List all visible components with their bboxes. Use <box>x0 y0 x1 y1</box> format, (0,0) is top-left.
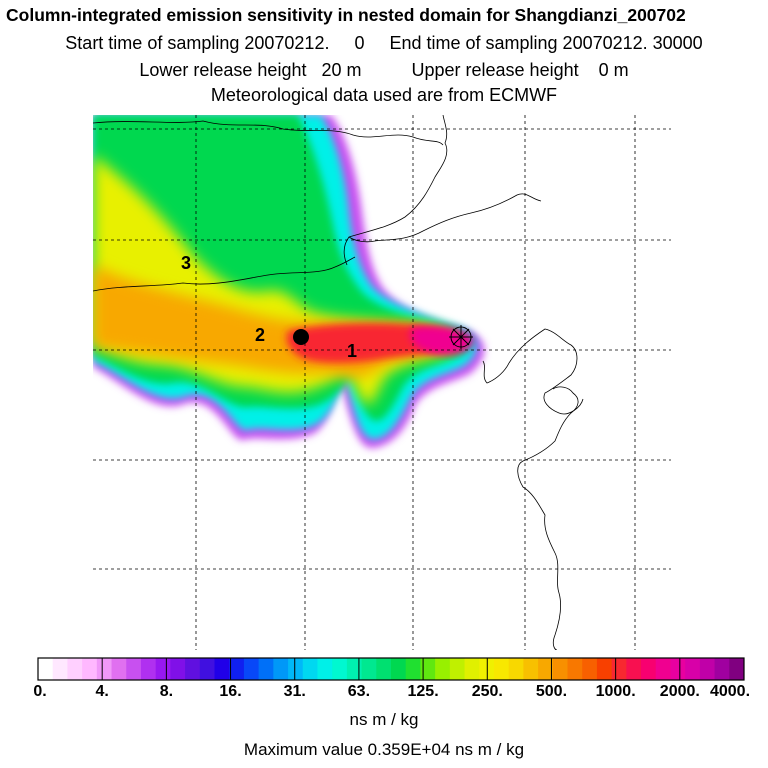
colorbar-unit-label: ns m / kg <box>349 710 419 729</box>
colorbar-swatch <box>288 658 304 680</box>
colorbar-swatch <box>655 658 671 680</box>
colorbar-swatch <box>729 658 745 680</box>
map-markers <box>293 325 473 349</box>
colorbar-swatch <box>508 658 524 680</box>
colorbar-swatch <box>346 658 363 680</box>
colorbar-tick-label: 16. <box>219 683 242 700</box>
map-gridlines <box>93 115 671 650</box>
colorbar-tick-label: 4000. <box>709 683 751 700</box>
colorbar-swatch <box>361 658 377 680</box>
colorbar-swatch <box>582 658 598 680</box>
colorbar-swatch <box>523 658 539 680</box>
release-height-line: Lower release height 20 m Upper release … <box>139 60 629 80</box>
marker-dot <box>293 329 309 345</box>
colorbar-tick-label: 2000. <box>659 683 700 700</box>
plot-title: Column-integrated emission sensitivity i… <box>6 5 686 25</box>
colorbar-swatch <box>258 658 274 680</box>
colorbar <box>37 657 745 681</box>
colorbar-swatch <box>611 658 627 680</box>
colorbar-tick-label: 4. <box>95 683 109 700</box>
colorbar-swatch <box>52 658 68 680</box>
marker-label-2: 2 <box>255 325 266 345</box>
colorbar-tick-label: 125. <box>407 683 439 700</box>
colorbar-swatch <box>714 658 730 680</box>
colorbar-swatch <box>596 658 613 680</box>
colorbar-tick-label: 8. <box>159 683 174 700</box>
sampling-time-line: Start time of sampling 20070212. 0 End t… <box>65 33 703 53</box>
colorbar-swatch <box>155 658 171 680</box>
colorbar-swatch <box>229 658 245 680</box>
map-plot <box>93 115 671 650</box>
colorbar-swatch <box>567 658 583 680</box>
colorbar-swatch <box>449 658 466 680</box>
colorbar-swatch <box>685 658 701 680</box>
colorbar-swatch <box>302 658 318 680</box>
colorbar-swatch <box>82 658 98 680</box>
release-site-marker <box>449 325 473 349</box>
colorbar-swatch <box>170 658 186 680</box>
colorbar-tick-label: 500. <box>535 683 568 700</box>
colorbar-swatch <box>538 658 554 680</box>
colorbar-swatch <box>493 658 510 680</box>
map-frame: 3 2 1 <box>93 115 671 650</box>
colorbar-swatch <box>140 658 157 680</box>
colorbar-swatch <box>96 658 113 680</box>
colorbar-swatch <box>391 658 407 680</box>
colorbar-border <box>37 657 745 681</box>
colorbar-swatch <box>185 658 201 680</box>
colorbar-swatch <box>626 658 642 680</box>
marker-label-1: 1 <box>347 341 358 361</box>
colorbar-swatch <box>67 658 83 680</box>
colorbar-swatch <box>111 658 127 680</box>
colorbar-swatch <box>405 658 421 680</box>
colorbar-swatch <box>243 658 260 680</box>
colorbar-swatch <box>464 658 480 680</box>
colorbar-swatch <box>670 658 686 680</box>
colorbar-swatch <box>317 658 333 680</box>
emission-sensitivity-field <box>93 115 485 449</box>
maximum-value-label: Maximum value 0.359E+04 ns m / kg <box>243 740 525 759</box>
meteorological-data-line: Meteorological data used are from ECMWF <box>210 85 558 105</box>
colorbar-tick-label: 31. <box>283 683 306 700</box>
colorbar-swatch <box>699 658 716 680</box>
colorbar-swatch <box>641 658 657 680</box>
colorbar-swatch <box>332 658 348 680</box>
colorbar-tick-label: 0. <box>33 683 47 700</box>
colorbar-tick-label: 250. <box>471 683 503 700</box>
colorbar-swatch <box>552 658 568 680</box>
colorbar-swatch <box>126 658 142 680</box>
colorbar-swatch <box>199 658 215 680</box>
marker-label-3: 3 <box>181 253 192 273</box>
colorbar-tick-label: 1000. <box>595 683 636 700</box>
colorbar-swatch <box>273 658 289 680</box>
map-coastlines <box>93 115 584 650</box>
colorbar-swatch <box>376 658 392 680</box>
colorbar-tick-label: 63. <box>347 683 371 700</box>
colorbar-swatch <box>420 658 436 680</box>
colorbar-swatch <box>214 658 230 680</box>
colorbar-swatch <box>38 658 54 680</box>
colorbar-swatch <box>435 658 451 680</box>
